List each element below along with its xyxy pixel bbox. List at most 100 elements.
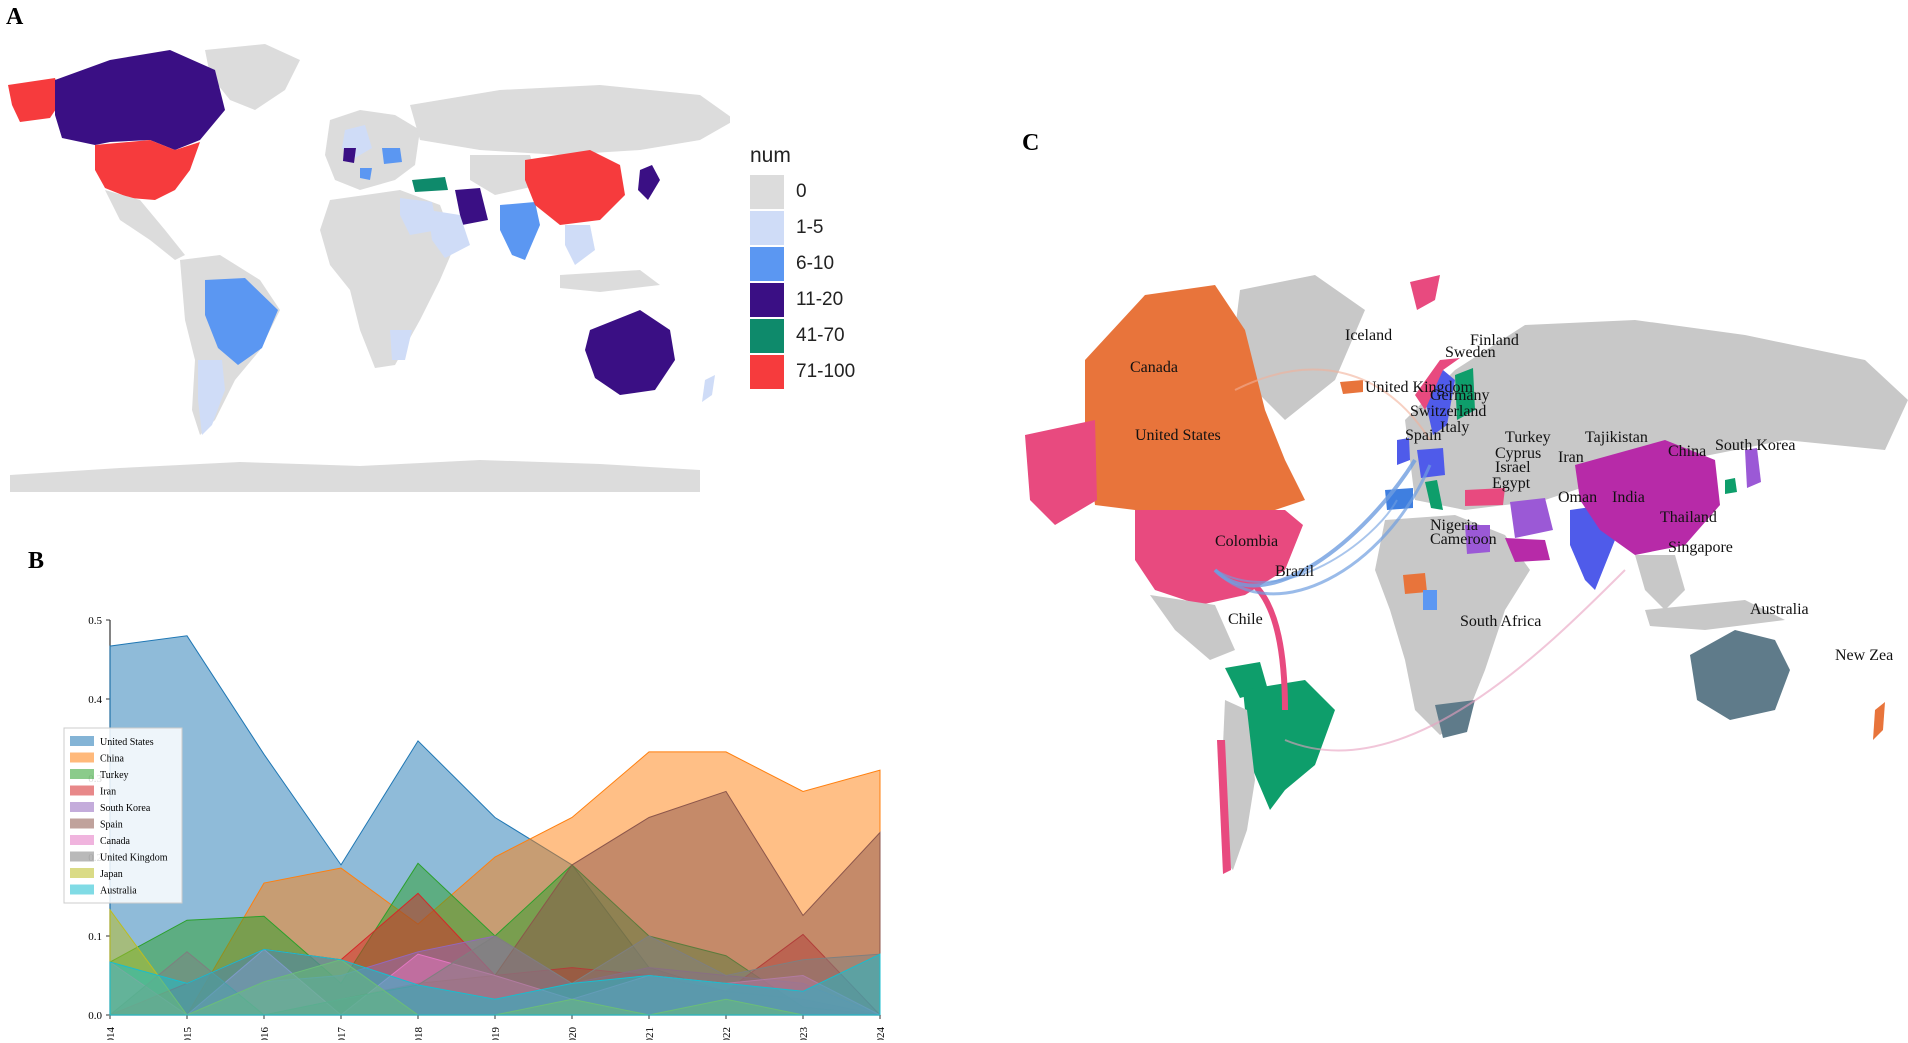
- norway-shape-c: [1415, 358, 1460, 410]
- chart-legend-swatch: [70, 835, 94, 845]
- country-label: United Kingdom: [1365, 379, 1474, 396]
- finland-shape-c: [1455, 368, 1475, 420]
- x-tick-label: 2023: [798, 1027, 810, 1041]
- korea-shape-c: [1725, 478, 1737, 494]
- brazil-shape: [205, 278, 278, 365]
- collaboration-flows: [1213, 368, 1626, 752]
- panel-label-a: A: [6, 4, 24, 30]
- country-label: South Korea: [1715, 437, 1795, 454]
- flow-us-europe-3: [1214, 499, 1398, 583]
- flow-canada-europe: [1234, 368, 1431, 441]
- germany-shape-c: [1417, 448, 1445, 478]
- map-legend-swatch: [750, 175, 784, 209]
- chart-legend-label: Australia: [100, 886, 137, 897]
- map-legend-swatch: [750, 355, 784, 389]
- nigeria-shape-c: [1403, 573, 1427, 594]
- turkey-shape: [412, 177, 448, 192]
- country-label: India: [1612, 489, 1645, 506]
- uk-shape-c: [1397, 438, 1410, 465]
- brazil-shape-c: [1243, 680, 1335, 810]
- central-asia-shape: [470, 155, 540, 195]
- chart-legend-label: Iran: [100, 787, 116, 798]
- y-tick-label: 0.4: [88, 694, 102, 706]
- country-label: New Zea: [1835, 647, 1893, 664]
- map-legend-title: num: [750, 144, 791, 167]
- chart-legend-swatch: [70, 868, 94, 878]
- country-label: Germany: [1430, 387, 1490, 404]
- chart-legend-swatch: [70, 752, 94, 763]
- europe-shape: [325, 110, 420, 190]
- map-legend-item: 71-100: [750, 354, 855, 390]
- map-legend: num 0 1-5 6-10 11-20 41-70 71-100: [750, 144, 855, 390]
- country-label: Thailand: [1660, 509, 1717, 526]
- country-label: Chile: [1228, 611, 1263, 628]
- flow-us-europe-2: [1213, 464, 1432, 596]
- map-legend-item: 1-5: [750, 210, 855, 246]
- new-zealand-shape: [702, 375, 715, 402]
- arabia-shape: [428, 210, 470, 258]
- area-chart: 0.00.10.20.30.40.52014201520162017201820…: [63, 615, 887, 1041]
- panel-label-c: C: [1022, 130, 1040, 156]
- country-label: Israel: [1495, 459, 1531, 476]
- japan-shape-c: [1745, 448, 1761, 488]
- turkey-shape-c: [1465, 488, 1505, 506]
- country-label: Iceland: [1345, 327, 1392, 344]
- chart-legend-label: Spain: [100, 820, 123, 831]
- indonesia-shape: [560, 270, 660, 292]
- country-label: Turkey: [1505, 429, 1551, 446]
- antarctica-shape: [10, 460, 700, 492]
- africa-shape-c: [1375, 515, 1530, 735]
- y-tick-label: 0.5: [88, 615, 102, 627]
- north-africa-highlight: [400, 198, 438, 235]
- eurasia-shape-c: [1405, 320, 1908, 510]
- chart-legend-swatch: [70, 736, 94, 746]
- country-label: Egypt: [1492, 475, 1531, 492]
- flow-us-europe-1: [1213, 458, 1417, 588]
- map-legend-rows: 0 1-5 6-10 11-20 41-70 71-100: [750, 174, 855, 390]
- map-legend-label: 0: [796, 181, 807, 202]
- greenland-shape-c: [1235, 275, 1365, 420]
- country-label: Cyprus: [1495, 445, 1541, 462]
- map-legend-label: 1-5: [796, 217, 824, 238]
- x-tick-label: 2016: [259, 1027, 271, 1041]
- chart-legend-label: Japan: [100, 869, 123, 880]
- x-tick-label: 2020: [567, 1027, 579, 1041]
- y-tick-label: 0.0: [88, 1010, 102, 1022]
- map-legend-item: 0: [750, 174, 855, 210]
- greenland-shape: [205, 44, 300, 110]
- map-legend-item: 6-10: [750, 246, 855, 282]
- world-choropleth-map: [8, 44, 730, 492]
- x-tick-label: 2021: [644, 1027, 656, 1040]
- country-label: Cameroon: [1430, 531, 1497, 548]
- chart-legend-label: Turkey: [100, 770, 129, 781]
- alaska-shape-c: [1025, 420, 1097, 525]
- south-america-shape-c: [1221, 700, 1255, 870]
- country-label: Spain: [1405, 427, 1441, 444]
- x-tick-label: 2017: [336, 1027, 348, 1041]
- se-asia-shape-c: [1635, 555, 1685, 610]
- country-label: Tajikistan: [1585, 429, 1648, 446]
- map-legend-label: 41-70: [796, 325, 845, 346]
- chart-legend-label: United States: [100, 737, 154, 748]
- x-tick-label: 2014: [105, 1027, 117, 1041]
- china-shape: [525, 150, 625, 225]
- italy-shape-c: [1425, 480, 1443, 510]
- x-tick-label: 2022: [721, 1027, 733, 1040]
- x-tick-label: 2019: [490, 1027, 502, 1041]
- china-shape-c: [1575, 440, 1720, 555]
- europe-highlight-2: [382, 148, 402, 164]
- y-tick-label: 0.1: [88, 931, 102, 943]
- country-label: Sweden: [1445, 344, 1496, 361]
- country-label: South Africa: [1460, 613, 1541, 630]
- area-series-australia: [109, 948, 881, 1016]
- x-tick-label: 2018: [413, 1027, 425, 1041]
- country-label: Finland: [1470, 332, 1519, 349]
- country-label: United States: [1135, 427, 1221, 444]
- chart-legend-swatch: [70, 851, 94, 862]
- chart-legend-swatch: [70, 785, 94, 796]
- x-tick-label: 2015: [182, 1027, 194, 1041]
- russia-shape: [410, 85, 730, 155]
- canada-shape-c: [1085, 285, 1305, 515]
- iran-shape: [455, 188, 488, 225]
- mexico-shape-c: [1150, 595, 1235, 660]
